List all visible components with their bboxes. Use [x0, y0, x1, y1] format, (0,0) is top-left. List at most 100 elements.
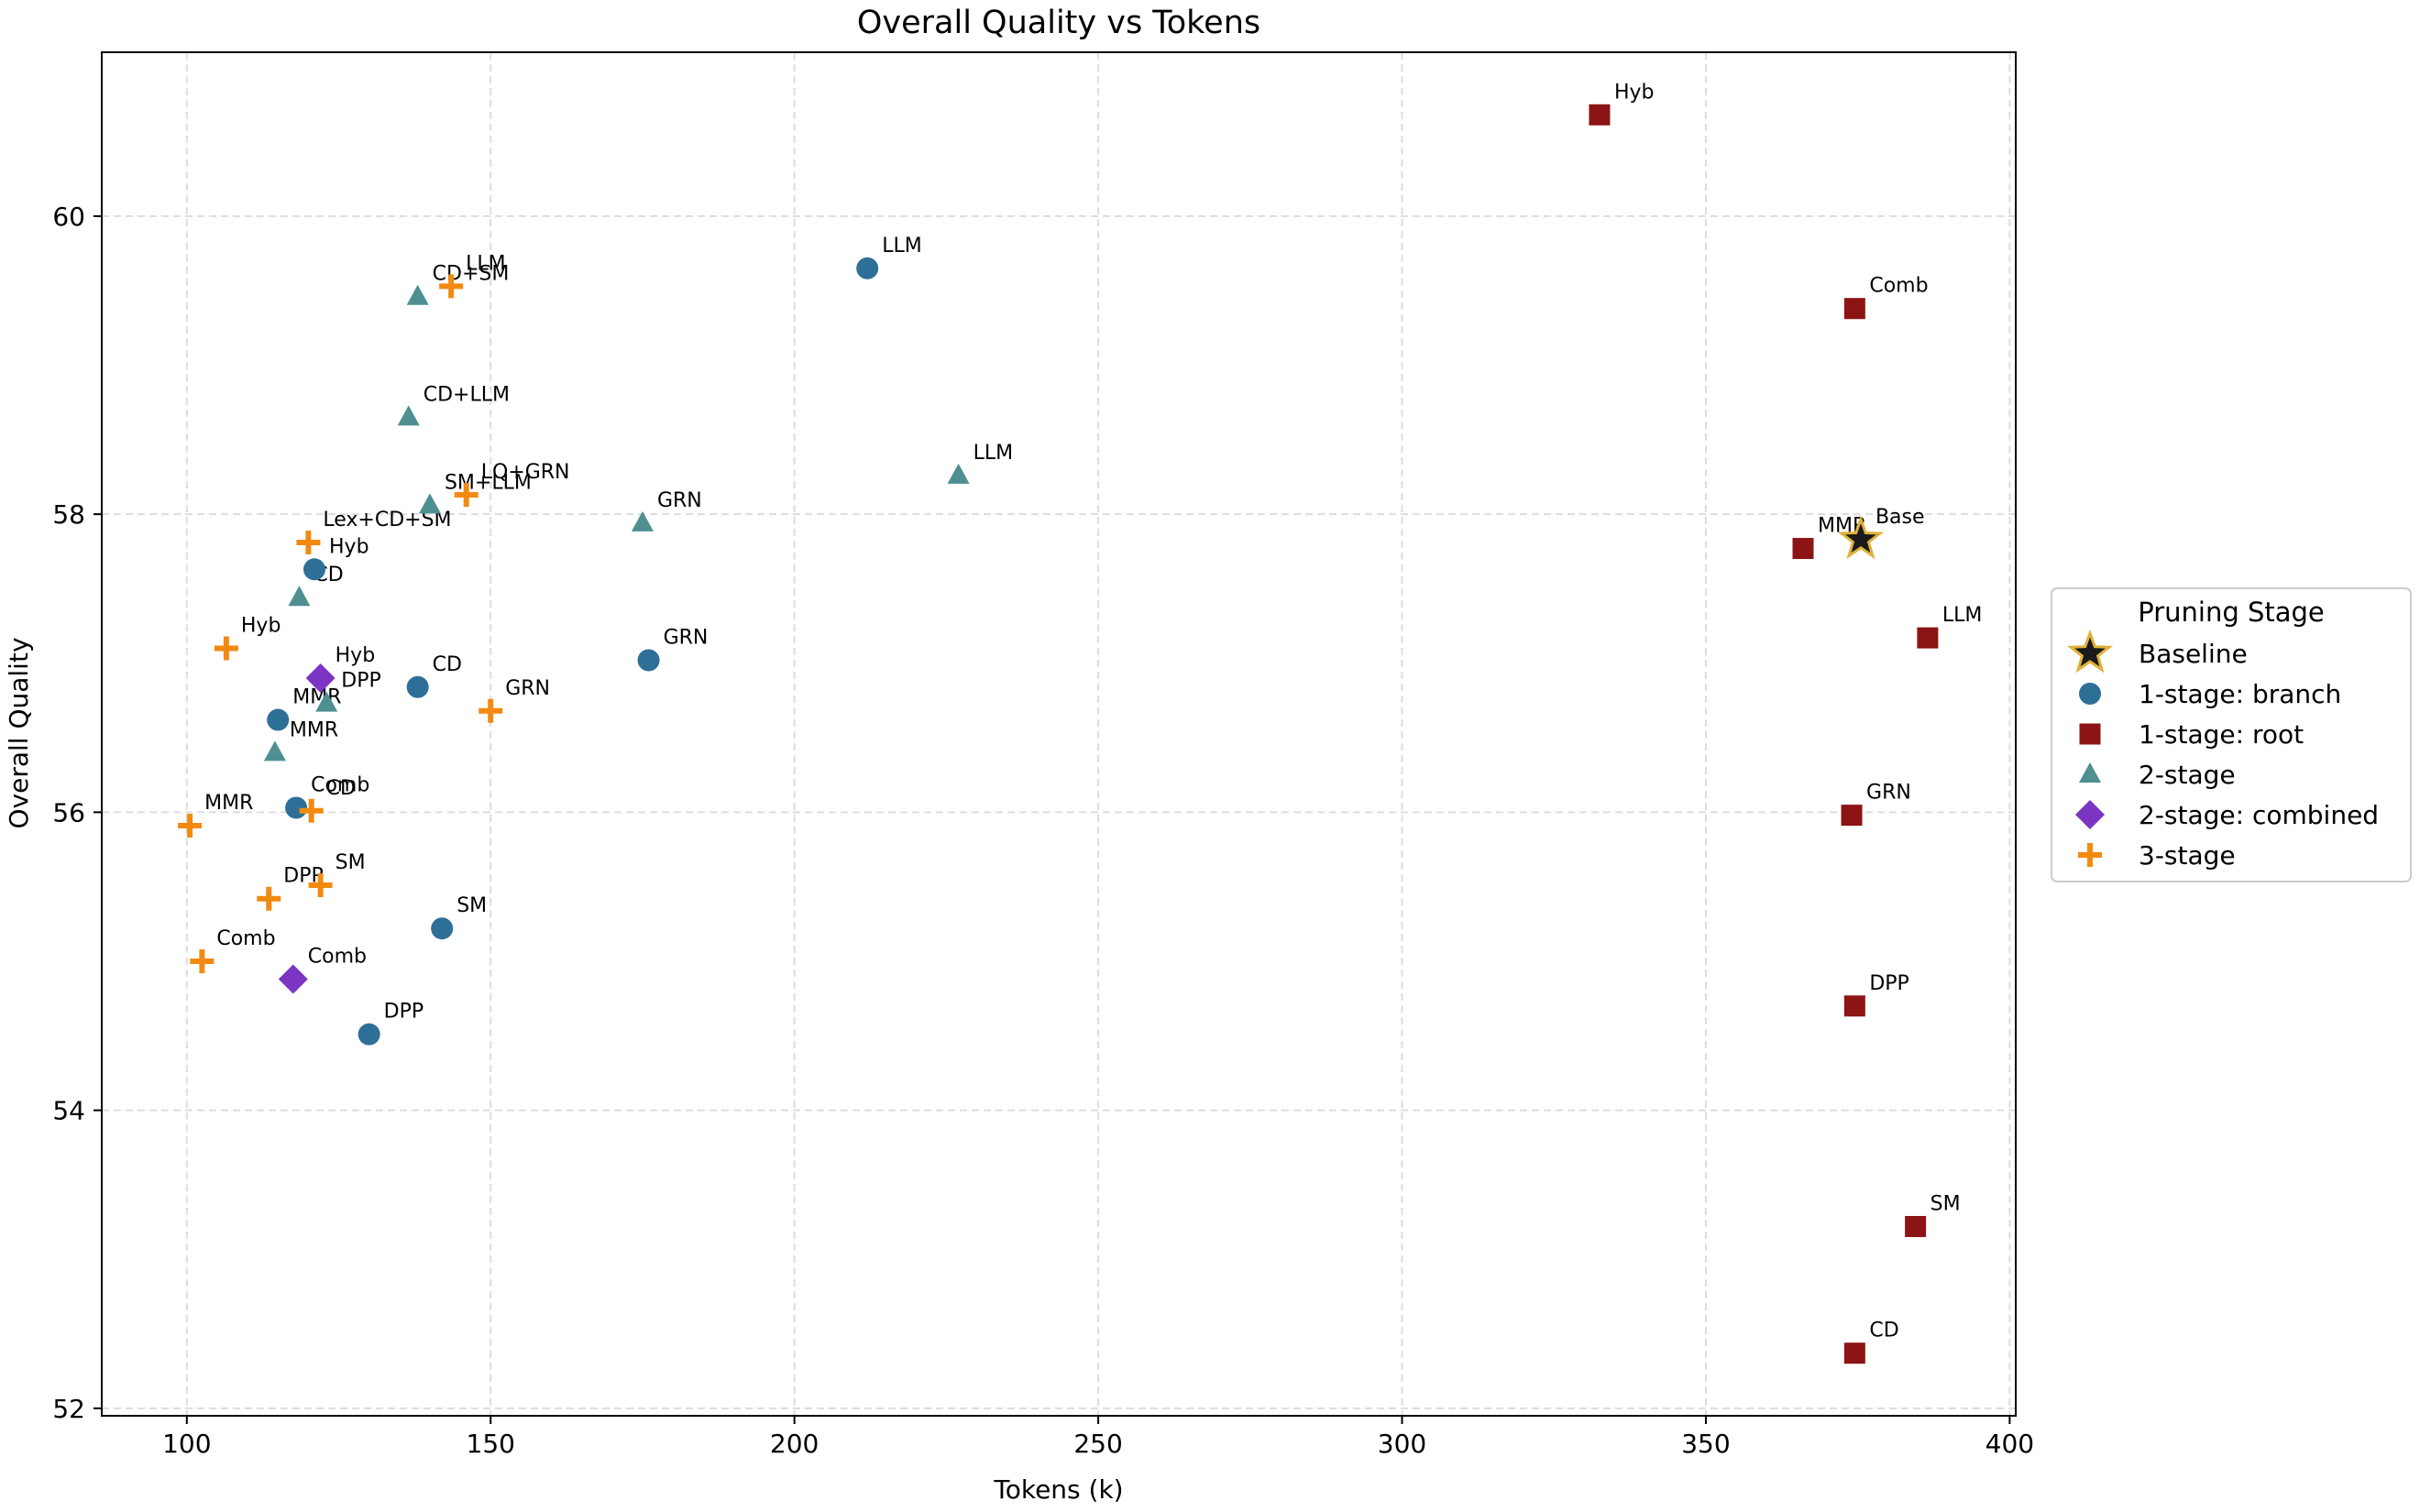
2-stage-point	[263, 740, 286, 761]
1-stage-branch-point	[856, 257, 879, 279]
legend-marker-2-stage-combined	[2075, 800, 2105, 829]
1-stage-root-point	[1843, 1342, 1865, 1364]
point-label: CD	[433, 653, 462, 676]
point-label: GRN	[657, 489, 702, 512]
legend-label-1-stage-branch: 1-stage: branch	[2139, 679, 2341, 709]
x-tick-label: 250	[1073, 1429, 1122, 1459]
point-label: SM	[336, 851, 366, 874]
point-label: LLM	[974, 442, 1014, 465]
legend: Pruning Stage Baseline 1-stage: branch 1-s…	[2051, 587, 2412, 882]
point-label: SM+LLM	[445, 471, 532, 494]
2-stage-point	[947, 463, 970, 484]
1-stage-branch-point	[406, 675, 429, 698]
1-stage-branch-point	[285, 796, 308, 819]
y-tick-label: 60	[52, 202, 85, 232]
1-stage-root-point	[1917, 627, 1939, 649]
point-label: Comb	[1869, 275, 1928, 298]
2-stage-combined-point	[305, 663, 336, 694]
point-label: Comb	[308, 946, 367, 969]
2-stage-point	[315, 691, 338, 712]
3-stage-point	[296, 531, 321, 555]
legend-box	[2051, 587, 2412, 882]
point-label: MMR	[204, 792, 253, 815]
1-stage-root-point	[1843, 995, 1865, 1017]
legend-marker-3-stage	[2078, 843, 2102, 867]
3-stage-point	[257, 886, 281, 911]
1-stage-root-point	[1843, 298, 1865, 320]
point-label: LLM	[882, 235, 922, 257]
x-tick-label: 400	[1986, 1429, 2034, 1459]
3-stage-point	[299, 798, 324, 823]
point-label: MMR	[290, 718, 338, 741]
y-tick-label: 52	[52, 1394, 85, 1424]
point-label: Hyb	[1614, 81, 1655, 104]
point-label: SM	[1930, 1192, 1961, 1215]
3-stage-point	[178, 814, 203, 838]
legend-marker-1-stage-root	[2079, 723, 2101, 745]
legend-label-2-stage-combined: 2-stage: combined	[2139, 800, 2379, 830]
x-tick-label: 150	[467, 1429, 515, 1459]
y-tick-label: 54	[52, 1096, 85, 1126]
legend-label-3-stage: 3-stage	[2139, 840, 2236, 871]
1-stage-branch-point	[431, 917, 454, 940]
3-stage-point	[454, 482, 478, 507]
legend-marker-1-stage-branch	[2079, 683, 2101, 705]
plot-frame	[101, 51, 2017, 1417]
point-label: CD+LLM	[424, 383, 510, 406]
point-label: Comb	[216, 927, 275, 950]
legend-label-1-stage-root: 1-stage: root	[2139, 719, 2304, 750]
1-stage-branch-point	[267, 708, 290, 731]
x-tick-label: 350	[1681, 1429, 1730, 1459]
y-tick-label: 58	[52, 499, 85, 530]
1-stage-branch-point	[637, 649, 660, 672]
2-stage-point	[418, 493, 441, 514]
legend-marker-2-stage	[2079, 762, 2101, 783]
1-stage-root-point	[1905, 1215, 1927, 1237]
1-stage-branch-point	[303, 558, 325, 581]
point-label: CD	[326, 777, 356, 800]
point-label: SM	[456, 894, 487, 917]
1-stage-root-point	[1792, 538, 1814, 560]
chart-title: Overall Quality vs Tokens	[857, 5, 1260, 41]
point-label: Base	[1876, 506, 1925, 529]
y-tick-label: 56	[52, 797, 85, 827]
legend-label-baseline: Baseline	[2139, 639, 2248, 669]
3-stage-point	[439, 274, 464, 299]
point-label: CD	[1869, 1320, 1898, 1342]
2-stage-point	[406, 284, 429, 305]
grid-lines	[102, 52, 2016, 1416]
3-stage-point	[214, 636, 238, 661]
point-label: Comb	[311, 773, 369, 796]
3-stage-point	[308, 873, 333, 898]
point-label: Hyb	[329, 535, 369, 558]
data-points	[178, 104, 1939, 1364]
2-stage-combined-point	[278, 964, 308, 994]
x-axis-label: Tokens (k)	[993, 1474, 1123, 1505]
point-label: Hyb	[336, 644, 376, 667]
point-label: LLM	[1942, 604, 1983, 627]
point-labels: Base LLM Hyb GRN CD MMR Comb SM DPP Hyb Comb MMR LLM…	[204, 81, 1982, 1342]
2-stage-point	[631, 510, 654, 531]
3-stage-point	[190, 949, 214, 973]
point-label: LLM	[466, 252, 505, 275]
legend-items: Baseline 1-stage: branch 1-stage: root 2-st…	[2066, 629, 2379, 871]
baseline-point	[1837, 515, 1885, 560]
1-stage-branch-point	[358, 1023, 380, 1046]
point-label: DPP	[384, 1001, 424, 1024]
legend-title: Pruning Stage	[2138, 597, 2325, 628]
point-label: LQ+GRN	[481, 461, 570, 484]
axis-ticks: 100 150 200 250 300 350 400 52 54 56 58 60	[52, 202, 2034, 1459]
1-stage-root-point	[1841, 805, 1863, 827]
x-tick-label: 200	[770, 1429, 819, 1459]
point-label: GRN	[505, 677, 550, 700]
legend-label-2-stage: 2-stage	[2139, 760, 2236, 790]
point-label: CD+SM	[433, 263, 510, 286]
x-tick-label: 300	[1378, 1429, 1426, 1459]
point-label: DPP	[341, 670, 380, 693]
point-label: GRN	[1866, 782, 1911, 805]
2-stage-point	[288, 586, 311, 607]
legend-marker-baseline	[2066, 629, 2114, 674]
y-axis-label: Overall Quality	[4, 637, 34, 828]
point-label: DPP	[1869, 972, 1908, 995]
